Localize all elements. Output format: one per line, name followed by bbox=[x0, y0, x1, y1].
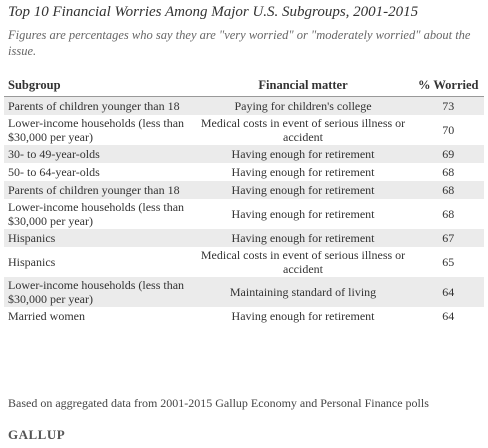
table-cell: 70 bbox=[442, 123, 455, 137]
table-cell: Hispanics bbox=[4, 229, 194, 247]
table-cell: 68 bbox=[442, 207, 455, 221]
table-cell: 68 bbox=[442, 165, 455, 179]
table: Subgroup Financial matter% Worried Parent… bbox=[4, 74, 484, 325]
table-cell: Having enough for retirement bbox=[193, 229, 413, 247]
table-cell: Paying for children's college bbox=[193, 96, 413, 115]
table-cell: Having enough for retirement bbox=[231, 309, 375, 323]
footnote: Based on aggregated data from 2001-2015 … bbox=[8, 396, 429, 410]
subtitle: Figures are percentages who say they are… bbox=[8, 28, 471, 58]
table-row: 50- to 64-year-olds Having enough for ret… bbox=[4, 163, 484, 181]
table-row: Parents of children younger than 18 Havin… bbox=[4, 181, 484, 199]
table-cell: 69 bbox=[412, 145, 484, 163]
table-cell: Lower-income households (less than $30,0… bbox=[8, 116, 185, 144]
table-cell: 64 bbox=[412, 277, 484, 307]
table-cell: Lower-income households (less than $30,0… bbox=[8, 200, 185, 228]
table-row: Parents of children younger than 18 Payin… bbox=[4, 96, 484, 115]
table-body: Parents of children younger than 18 Payin… bbox=[4, 96, 484, 326]
table-cell: 67 bbox=[412, 229, 484, 247]
table-row: 30- to 49-year-olds Having enough for ret… bbox=[4, 145, 484, 163]
table-row: Married women Having enough for retiremen… bbox=[4, 307, 484, 325]
table-cell: 73 bbox=[412, 96, 484, 115]
table-cell: Maintaining standard of living bbox=[193, 277, 413, 307]
header-row: Subgroup Financial matter% Worried bbox=[4, 74, 484, 97]
table-row: Hispanics Having enough for retirement 67 bbox=[4, 229, 484, 247]
table-head: Subgroup Financial matter% Worried bbox=[4, 74, 484, 97]
table-cell: 65 bbox=[442, 255, 455, 269]
table-cell: Medical costs in event of serious illnes… bbox=[200, 248, 406, 276]
table-cell: Having enough for retirement bbox=[193, 181, 413, 199]
table-cell: Having enough for retirement bbox=[231, 165, 375, 179]
table-cell: 50- to 64-year-olds bbox=[8, 165, 100, 179]
table-cell: Lower-income households (less than $30,0… bbox=[4, 277, 194, 307]
logo: GALLUP bbox=[8, 427, 66, 442]
table-cell: Having enough for retirement bbox=[193, 145, 413, 163]
table-cell: Married women bbox=[8, 309, 85, 323]
column-header: % Worried bbox=[412, 74, 484, 97]
table-cell: Hispanics bbox=[8, 255, 56, 269]
table-row: Lower-income households (less than $30,0… bbox=[4, 115, 484, 145]
table-cell: 68 bbox=[412, 181, 484, 199]
table-row: Hispanics Medical costs in event of serio… bbox=[4, 247, 484, 277]
table-row: Lower-income households (less than $30,0… bbox=[4, 199, 484, 229]
column-header: Subgroup bbox=[4, 74, 194, 97]
table-cell: 30- to 49-year-olds bbox=[4, 145, 194, 163]
table-cell: 64 bbox=[442, 309, 455, 323]
table-cell: Medical costs in event of serious illnes… bbox=[200, 116, 406, 144]
table-cell: Parents of children younger than 18 bbox=[4, 96, 194, 115]
table-cell: Parents of children younger than 18 bbox=[4, 181, 194, 199]
table-cell: Having enough for retirement bbox=[231, 207, 375, 221]
column-header: Financial matter bbox=[193, 74, 413, 97]
table-row: Lower-income households (less than $30,0… bbox=[4, 277, 484, 307]
title: Top 10 Financial Worries Among Major U.S… bbox=[8, 4, 419, 20]
